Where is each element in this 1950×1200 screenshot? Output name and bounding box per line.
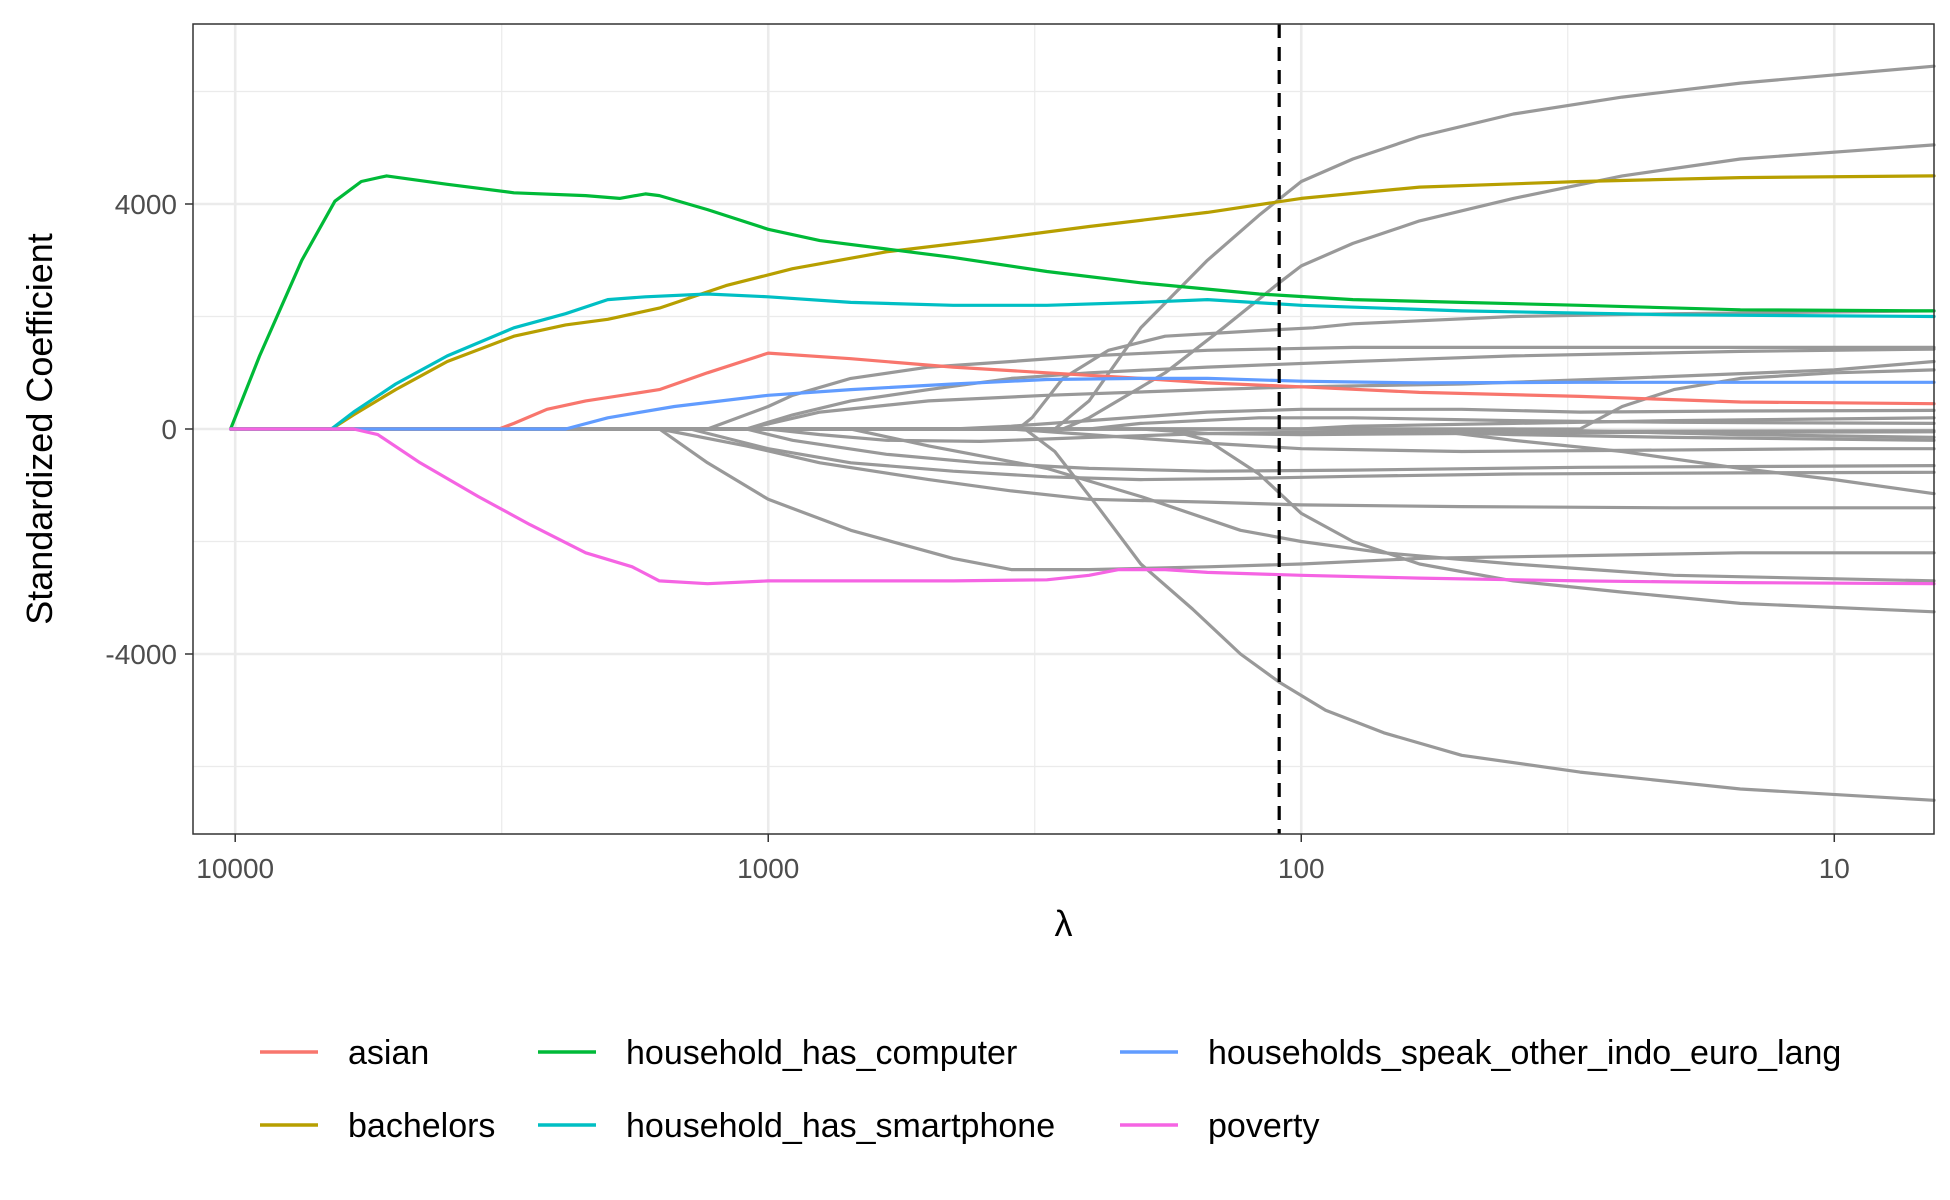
series-line-other-10 (229, 427, 1936, 572)
series-line-other-17 (229, 345, 1936, 431)
series-line-other-20 (229, 427, 1936, 454)
y-tick-label: -4000 (105, 639, 177, 670)
legend: asianbachelorshousehold_has_computerhous… (260, 1034, 1841, 1145)
series-line-other-12 (229, 427, 1936, 614)
legend-label: household_has_smartphone (626, 1107, 1055, 1145)
series-line-other-16 (229, 347, 1936, 431)
y-tick-label: 4000 (115, 189, 177, 220)
legend-label: households_speak_other_indo_euro_lang (1208, 1034, 1841, 1072)
series-highlight-lines (229, 174, 1936, 586)
x-tick-label: 10000 (196, 853, 274, 884)
series-line-other-25 (229, 368, 1936, 431)
series-line-other-8 (229, 64, 1936, 431)
series-line-households-speak-other-indo-euro-lang (229, 376, 1936, 431)
series-line-other-28 (229, 427, 1936, 443)
y-axis-title: Standardized Coefficient (19, 233, 60, 625)
x-tick-label: 1000 (737, 853, 799, 884)
x-axis-ticks: 10000 1000 100 10 (196, 834, 1850, 884)
x-tick-label: 10 (1819, 853, 1850, 884)
x-tick-label: 100 (1278, 853, 1325, 884)
x-axis-title: λ (1055, 903, 1073, 944)
series-line-other-7 (229, 143, 1936, 431)
legend-item-household-has-smartphone: household_has_smartphone (538, 1107, 1055, 1145)
series-line-other-9 (229, 427, 1936, 802)
legend-item-asian: asian (260, 1034, 429, 1072)
series-line-other-15 (229, 427, 1936, 473)
legend-item-poverty: poverty (1120, 1107, 1320, 1145)
series-line-other-14 (229, 427, 1936, 482)
series-line-other-13 (229, 427, 1936, 510)
series-line-household-has-computer (229, 174, 1936, 431)
legend-label: household_has_computer (626, 1034, 1017, 1072)
legend-item-household-has-computer: household_has_computer (538, 1034, 1017, 1072)
series-line-poverty (229, 427, 1936, 586)
legend-item-households-speak-other-indo-euro-lang: households_speak_other_indo_euro_lang (1120, 1034, 1841, 1072)
series-line-other-6 (229, 309, 1936, 431)
series-line-bachelors (229, 174, 1936, 431)
legend-label: asian (348, 1034, 429, 1072)
series-other-lines (229, 64, 1936, 802)
legend-label: poverty (1208, 1107, 1320, 1145)
series-line-asian (229, 351, 1936, 431)
series-line-household-has-smartphone (229, 292, 1936, 431)
series-line-other-18 (229, 359, 1936, 431)
y-axis-ticks: -4000 0 4000 (105, 189, 193, 670)
legend-label: bachelors (348, 1107, 495, 1145)
legend-item-bachelors: bachelors (260, 1107, 495, 1145)
y-tick-label: 0 (161, 414, 177, 445)
